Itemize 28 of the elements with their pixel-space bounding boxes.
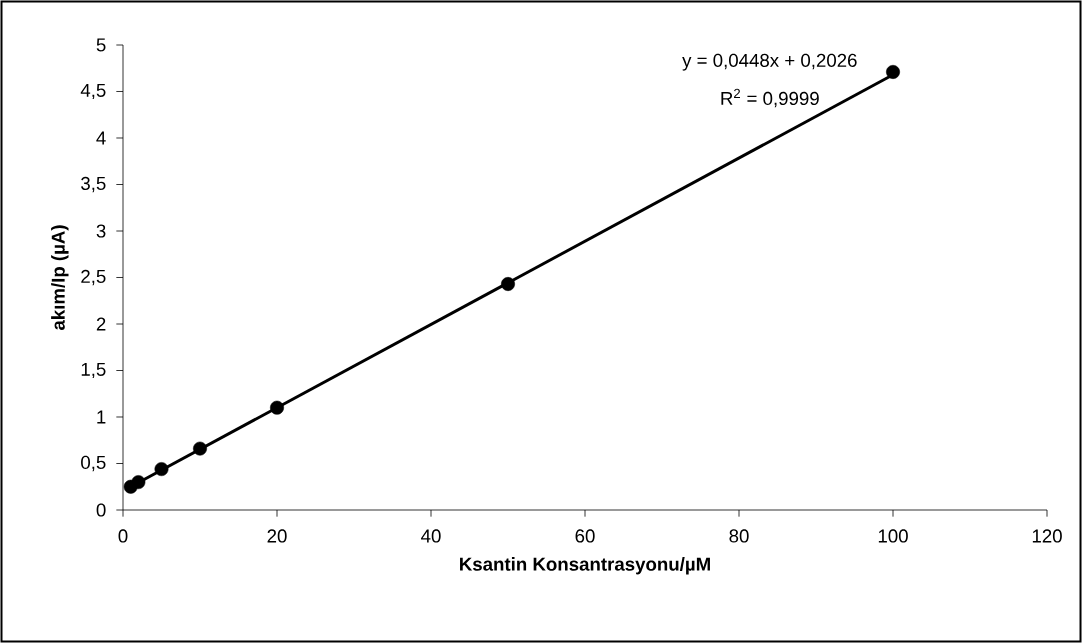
y-tick-label: 2 — [96, 317, 106, 331]
y-tick-label: 0 — [96, 503, 106, 517]
point — [501, 277, 515, 291]
x-tick-label: 40 — [421, 529, 441, 543]
y-axis-title: akım/Ip (µA) — [51, 225, 69, 331]
annotation: R$^{2}$ = 0,9999 — [721, 88, 819, 108]
y-tick-label: 5 — [96, 38, 106, 52]
y-tick-label: 4 — [96, 131, 106, 145]
x-tick-label: 120 — [1032, 529, 1062, 543]
y-tick-label: 1,5 — [81, 362, 106, 379]
y-tick-label: 1 — [97, 410, 106, 424]
point — [131, 475, 146, 490]
point — [193, 441, 207, 456]
y-tick-label: 2,5 — [81, 269, 106, 286]
y-tick-label: 3,5 — [81, 176, 106, 193]
y-tick-label: 3 — [96, 224, 106, 238]
x-tick-label: 60 — [575, 529, 595, 543]
x-axis-title: Ksantin Konsantrasyonu/µM — [460, 557, 710, 575]
annotation: y = 0,0448x + 0,2026 — [682, 53, 857, 71]
x-tick-label: 80 — [729, 529, 749, 543]
point — [154, 462, 169, 477]
point — [886, 65, 900, 79]
y-tick-label: 0,5 — [81, 455, 106, 472]
x-tick-label: 0 — [118, 529, 128, 543]
x-tick-label: 100 — [878, 529, 908, 543]
x-tick-label: 20 — [267, 529, 287, 543]
point — [270, 400, 284, 415]
y-tick-label: 4,5 — [80, 83, 106, 100]
